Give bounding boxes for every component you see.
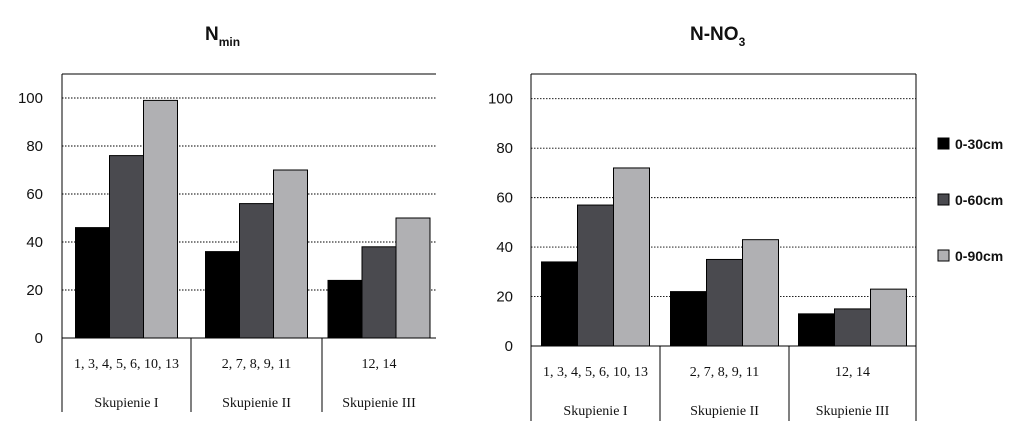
bar-0-30cm-group-2 — [205, 251, 240, 339]
group-label: Skupienie I — [563, 404, 627, 419]
y-tick-label: 100 — [488, 91, 513, 108]
y-tick-label: 40 — [26, 234, 43, 251]
category-label: 1, 3, 4, 5, 6, 10, 13 — [543, 365, 648, 380]
bar-0-60cm-group-3 — [361, 246, 397, 339]
group-label: Skupienie II — [222, 396, 291, 411]
chart-title-nmin: Nmin — [205, 24, 240, 49]
y-tick-label: 80 — [26, 138, 43, 155]
bar-0-30cm-group-3 — [798, 313, 835, 347]
bar-0-30cm-group-3 — [327, 279, 363, 339]
bar-0-90cm-group-2 — [742, 239, 779, 347]
group-label: Skupienie II — [690, 404, 759, 419]
bar-0-60cm-group-2 — [706, 258, 743, 347]
legend: 0-30cm 0-60cm 0-90cm — [937, 136, 1003, 264]
y-tick-label: 60 — [26, 186, 43, 203]
category-label: 2, 7, 8, 9, 11 — [222, 357, 291, 372]
group-label: Skupienie I — [94, 396, 158, 411]
legend-label-0-60cm: 0-60cm — [955, 192, 1003, 208]
bar-0-90cm-group-3 — [395, 217, 431, 339]
bar-0-30cm-group-1 — [541, 261, 578, 347]
bar-0-60cm-group-2 — [239, 203, 274, 339]
bar-0-60cm-group-3 — [834, 308, 871, 347]
chart-nno3: 0 20 40 60 80 100 1, 3, 4, 5, 6, 10, 13 Skupien… — [488, 73, 917, 421]
category-label: 1, 3, 4, 5, 6, 10, 13 — [74, 357, 179, 372]
legend-swatch-0-60cm — [937, 193, 950, 206]
category-label: 12, 14 — [362, 357, 397, 372]
legend-label-0-90cm: 0-90cm — [955, 248, 1003, 264]
y-tick-label: 0 — [35, 330, 43, 347]
y-tick-label: 60 — [496, 190, 513, 207]
y-tick-label: 20 — [26, 282, 43, 299]
group-label: Skupienie III — [816, 404, 890, 419]
chart-title-nno3: N-NO3 — [690, 24, 746, 49]
legend-swatch-0-30cm — [937, 137, 950, 150]
legend-label-0-30cm: 0-30cm — [955, 136, 1003, 152]
category-label: 12, 14 — [835, 365, 870, 380]
bar-0-90cm-group-2 — [273, 169, 308, 339]
legend-swatch-0-90cm — [937, 249, 950, 262]
y-tick-label: 40 — [496, 239, 513, 256]
bar-0-60cm-group-1 — [109, 155, 144, 339]
category-label: 2, 7, 8, 9, 11 — [690, 365, 759, 380]
group-label: Skupienie III — [342, 396, 416, 411]
y-tick-label: 20 — [496, 289, 513, 306]
y-tick-label: 0 — [505, 338, 513, 355]
bar-0-90cm-group-3 — [870, 288, 907, 347]
y-tick-label: 100 — [18, 90, 43, 107]
chart-nmin: 0 20 40 60 80 100 1, 3, 4, 5, 6, 10, 13 Skupien… — [18, 73, 436, 412]
y-tick-label: 80 — [496, 140, 513, 157]
bar-0-30cm-group-2 — [670, 291, 707, 347]
bar-0-90cm-group-1 — [613, 167, 650, 347]
bar-0-90cm-group-1 — [143, 99, 178, 339]
bar-0-60cm-group-1 — [577, 204, 614, 347]
bar-0-30cm-group-1 — [75, 227, 110, 339]
